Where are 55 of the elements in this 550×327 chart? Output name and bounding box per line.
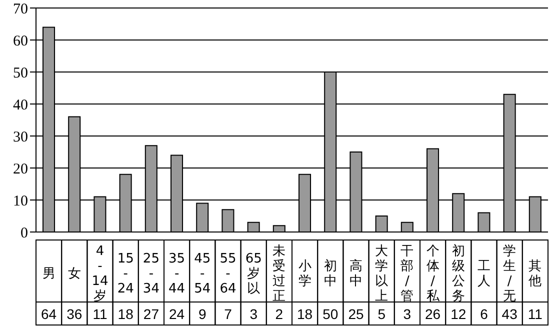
x-tick-label: 高中 — [350, 258, 362, 289]
x-tick-label: 45-54 — [194, 252, 211, 296]
bar — [375, 216, 388, 232]
bar — [196, 202, 209, 232]
x-tick-label: 35-44 — [168, 252, 186, 296]
data-label: 2 — [275, 306, 284, 322]
bar — [247, 222, 260, 232]
x-tick-label: 15-24 — [117, 252, 134, 296]
data-label: 50 — [322, 306, 338, 322]
x-tick-label: 工人 — [478, 259, 490, 289]
bar — [222, 209, 234, 232]
y-tick-label: 50 — [13, 65, 28, 82]
y-tick-label: 30 — [13, 129, 28, 146]
x-tick-label: 学生/无 — [503, 244, 516, 304]
data-label: 25 — [348, 306, 364, 322]
data-label: 24 — [169, 306, 185, 322]
data-label: 27 — [143, 306, 160, 322]
x-tick-label: 大学以上 — [375, 244, 388, 304]
data-label: 5 — [378, 306, 386, 322]
y-tick-label: 60 — [13, 33, 28, 50]
data-label: 43 — [502, 306, 518, 322]
bar — [478, 212, 490, 232]
x-tick-label: 未受过正 — [272, 244, 286, 304]
bar — [272, 225, 286, 232]
data-label: 3 — [403, 306, 412, 322]
y-tick-label: 0 — [20, 225, 28, 242]
data-label: 18 — [297, 306, 313, 322]
x-tick-label: 初中 — [324, 259, 337, 289]
x-tick-label: 干部/管 — [400, 244, 414, 304]
bar — [400, 222, 414, 232]
x-tick-label: 其他 — [528, 259, 542, 289]
x-tick-label: 小学 — [298, 259, 312, 289]
data-label: 12 — [450, 306, 466, 322]
x-tick-label: 55-64 — [220, 252, 236, 296]
data-label: 11 — [92, 306, 108, 322]
y-tick-label: 10 — [13, 193, 28, 210]
data-label: 11 — [528, 306, 543, 322]
x-tick-label: 初级公务 — [452, 244, 465, 304]
data-label: 7 — [224, 306, 232, 322]
data-label: 3 — [250, 306, 258, 322]
x-tick-label: 男 — [42, 266, 56, 282]
data-label: 18 — [118, 306, 134, 322]
x-tick-label: 25-34 — [142, 252, 160, 296]
x-tick-label: 女 — [68, 266, 81, 282]
y-tick-label: 70 — [13, 1, 28, 18]
x-tick-label: 65岁以 — [245, 252, 262, 296]
x-tick-label: 个体/私 — [426, 244, 440, 304]
data-label: 64 — [41, 306, 57, 322]
y-tick-label: 20 — [13, 161, 28, 178]
data-label: 36 — [66, 306, 82, 322]
data-label: 26 — [425, 306, 441, 322]
x-tick-label: 4-14岁 — [92, 244, 108, 304]
data-label: 9 — [198, 306, 206, 322]
y-tick-label: 40 — [13, 97, 28, 114]
data-label: 6 — [480, 306, 488, 322]
